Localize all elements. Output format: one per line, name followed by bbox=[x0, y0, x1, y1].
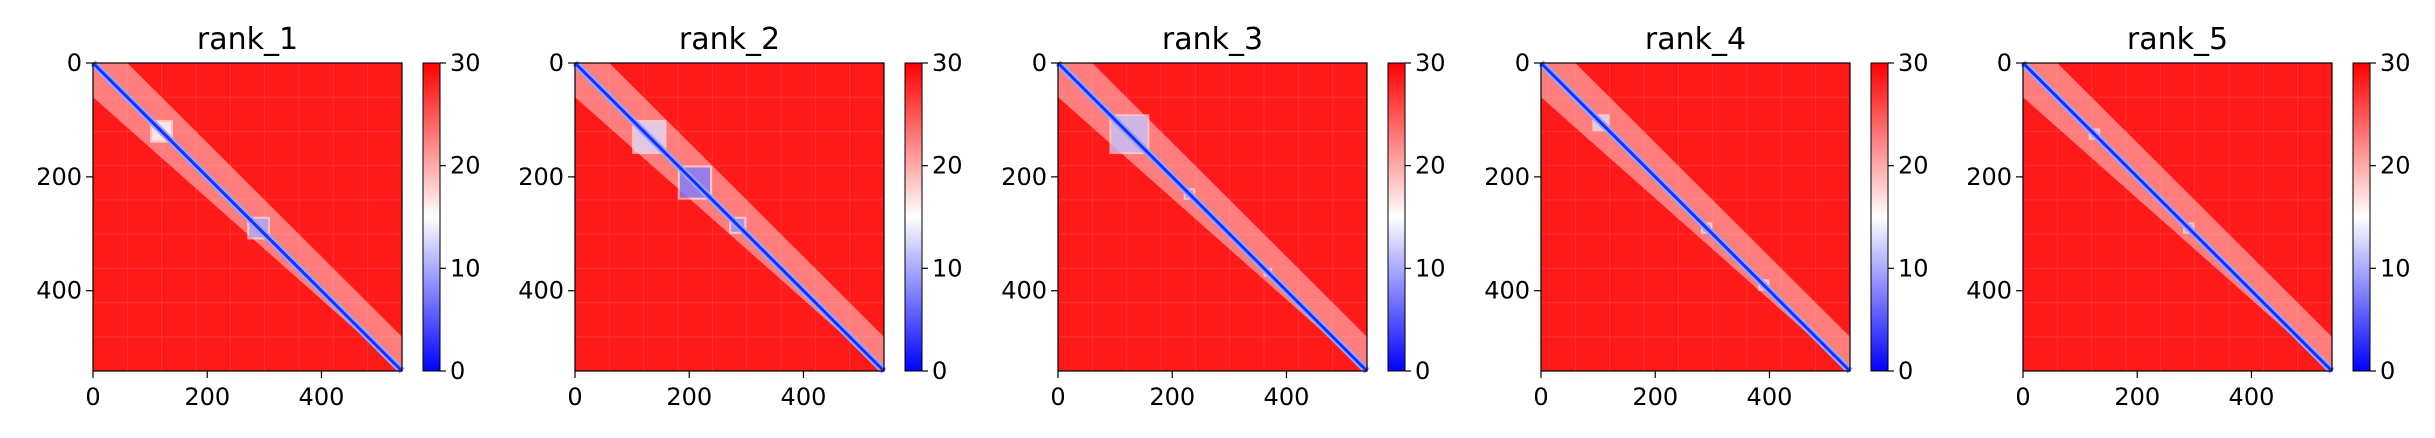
panel-title: rank_2 bbox=[679, 22, 780, 57]
heatmap-diagonal bbox=[91, 61, 404, 373]
heatmap-panel-1: rank_1 0 200 400 0 200 400 0 10 20 30 bbox=[36, 22, 480, 411]
axes-frame bbox=[92, 62, 403, 372]
x-tick-label: 0 bbox=[1533, 383, 1548, 411]
x-tick-label: 200 bbox=[2114, 383, 2160, 411]
colorbar bbox=[1870, 62, 1889, 372]
panel-title: rank_1 bbox=[197, 22, 298, 57]
y-tick-label: 400 bbox=[518, 277, 564, 305]
x-tick-label: 400 bbox=[781, 383, 827, 411]
colorbar-tick-label: 10 bbox=[1898, 254, 1929, 282]
heatmap-panel-5: rank_5 0 200 400 0 200 400 0 10 20 30 bbox=[1966, 22, 2410, 411]
colorbar-tick-label: 10 bbox=[450, 254, 481, 282]
heatmap-panel-2: rank_2 0 200 400 0 200 400 0 10 20 30 bbox=[518, 22, 962, 411]
x-tick-label: 200 bbox=[1632, 383, 1678, 411]
colorbar-tick-label: 30 bbox=[2380, 49, 2411, 77]
y-tick-label: 0 bbox=[549, 49, 564, 77]
x-tick-label: 0 bbox=[85, 383, 100, 411]
colorbar-tick-label: 0 bbox=[2380, 357, 2395, 385]
axes-frame bbox=[1540, 62, 1851, 372]
colorbar-tick-label: 20 bbox=[1415, 152, 1446, 180]
y-tick-label: 0 bbox=[1515, 49, 1530, 77]
heatmap-diagonal bbox=[1539, 61, 1852, 373]
colorbar bbox=[1387, 62, 1406, 372]
y-tick-label: 0 bbox=[1997, 49, 2012, 77]
y-tick-label: 200 bbox=[36, 163, 82, 191]
panel-title: rank_5 bbox=[2127, 22, 2228, 57]
y-tick-label: 200 bbox=[1484, 163, 1530, 191]
colorbar-tick-label: 30 bbox=[1415, 49, 1446, 77]
heatmap-panel-4: rank_4 0 200 400 0 200 400 0 10 20 30 bbox=[1484, 22, 1928, 411]
y-tick-label: 400 bbox=[1484, 277, 1530, 305]
y-tick-label: 200 bbox=[1966, 163, 2012, 191]
heatmap-diagonal bbox=[1056, 61, 1369, 373]
colorbar-tick-label: 10 bbox=[932, 254, 963, 282]
y-tick-label: 200 bbox=[1001, 163, 1047, 191]
panel-title: rank_4 bbox=[1645, 22, 1746, 57]
y-tick-label: 400 bbox=[1001, 277, 1047, 305]
x-tick-label: 400 bbox=[299, 383, 345, 411]
colorbar bbox=[904, 62, 923, 372]
heatmap-panel-3: rank_3 0 200 400 0 200 400 0 10 20 30 bbox=[1001, 22, 1445, 411]
heatmap-diagonal bbox=[2021, 61, 2334, 373]
panel-title: rank_3 bbox=[1162, 22, 1263, 57]
colorbar-tick-label: 10 bbox=[1415, 254, 1446, 282]
x-tick-label: 0 bbox=[567, 383, 582, 411]
y-tick-label: 200 bbox=[518, 163, 564, 191]
colorbar-tick-label: 0 bbox=[450, 357, 465, 385]
colorbar-tick-label: 30 bbox=[932, 49, 963, 77]
y-tick-label: 0 bbox=[1032, 49, 1047, 77]
colorbar bbox=[422, 62, 441, 372]
x-tick-label: 400 bbox=[2229, 383, 2275, 411]
colorbar-tick-label: 20 bbox=[932, 152, 963, 180]
colorbar-tick-label: 30 bbox=[450, 49, 481, 77]
x-tick-label: 400 bbox=[1747, 383, 1793, 411]
x-tick-label: 200 bbox=[666, 383, 712, 411]
axes-frame bbox=[1057, 62, 1368, 372]
x-tick-label: 400 bbox=[1264, 383, 1310, 411]
x-tick-label: 200 bbox=[1149, 383, 1195, 411]
axes-frame bbox=[574, 62, 885, 372]
colorbar-tick-label: 20 bbox=[2380, 152, 2411, 180]
colorbar-tick-label: 30 bbox=[1898, 49, 1929, 77]
axes-frame bbox=[2022, 62, 2333, 372]
colorbar-tick-label: 0 bbox=[1898, 357, 1913, 385]
colorbar bbox=[2352, 62, 2371, 372]
y-tick-label: 400 bbox=[36, 277, 82, 305]
y-tick-label: 400 bbox=[1966, 277, 2012, 305]
heatmap-diagonal bbox=[573, 61, 886, 373]
colorbar-tick-label: 0 bbox=[1415, 357, 1430, 385]
x-tick-label: 0 bbox=[2015, 383, 2030, 411]
colorbar-tick-label: 20 bbox=[1898, 152, 1929, 180]
y-tick-label: 0 bbox=[67, 49, 82, 77]
colorbar-tick-label: 0 bbox=[932, 357, 947, 385]
x-tick-label: 0 bbox=[1050, 383, 1065, 411]
colorbar-tick-label: 10 bbox=[2380, 254, 2411, 282]
colorbar-tick-label: 20 bbox=[450, 152, 481, 180]
x-tick-label: 200 bbox=[184, 383, 230, 411]
